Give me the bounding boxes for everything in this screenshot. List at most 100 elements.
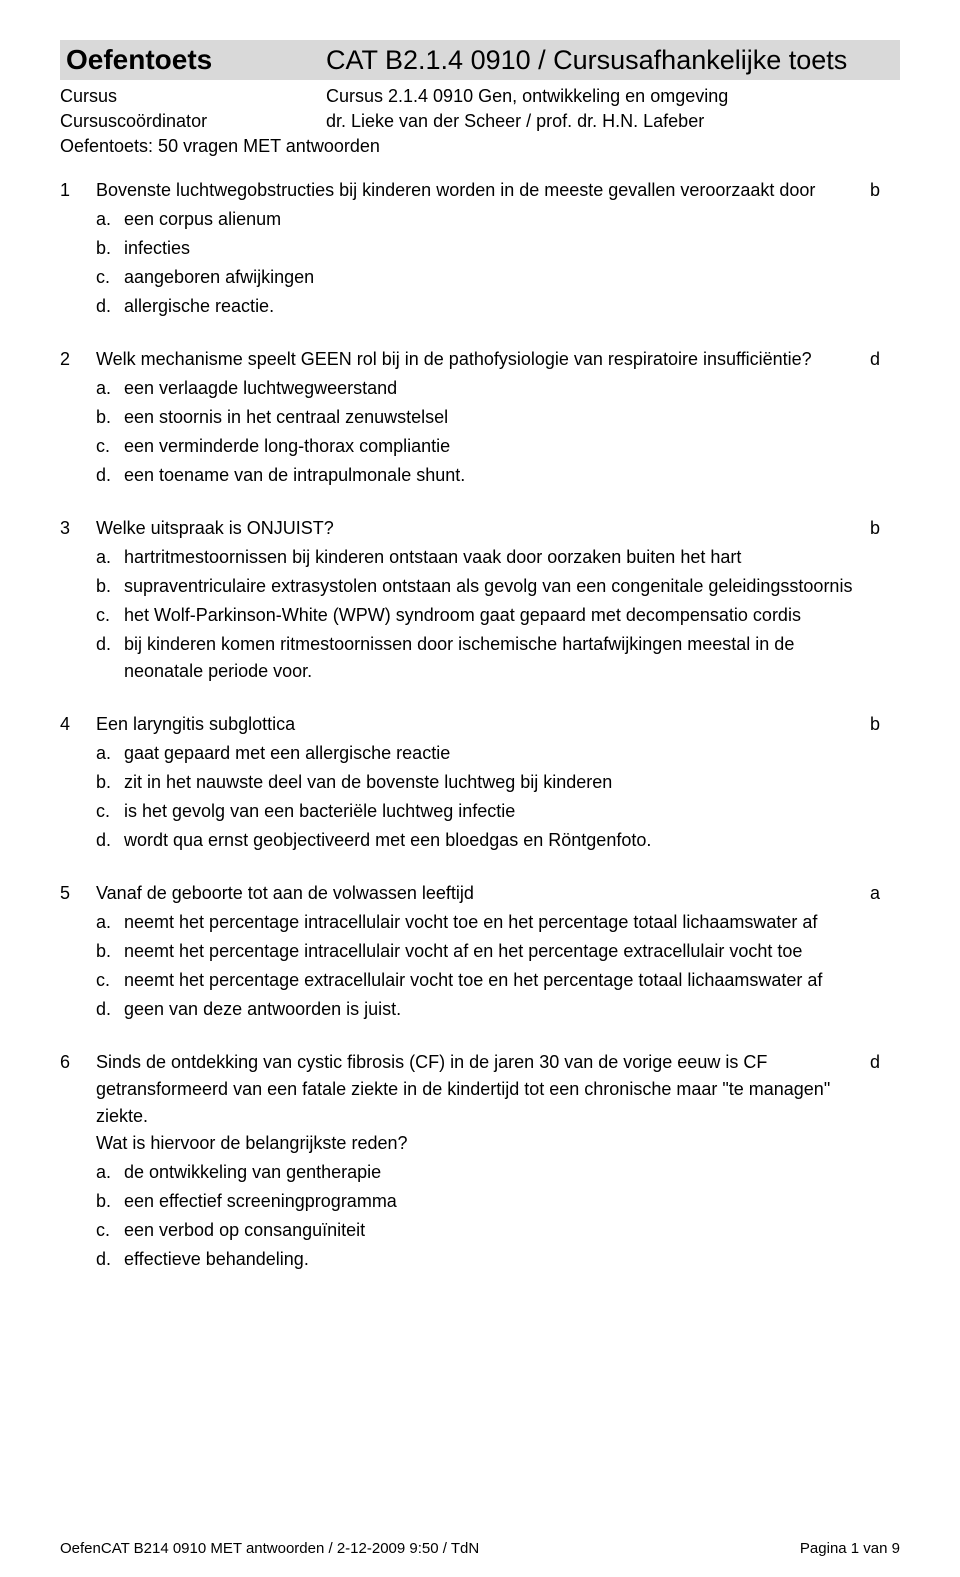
option-text: effectieve behandeling. <box>124 1246 860 1273</box>
option-letter: d. <box>96 293 124 320</box>
option: b.een effectief screeningprogramma <box>96 1188 860 1215</box>
answer-key: d <box>860 1049 900 1273</box>
option-text: gaat gepaard met een allergische reactie <box>124 740 860 767</box>
question-body: Vanaf de geboorte tot aan de volwassen l… <box>96 880 860 1023</box>
option: c.een verminderde long-thorax complianti… <box>96 433 860 460</box>
option-letter: d. <box>96 462 124 489</box>
options: a.een verlaagde luchtwegweerstandb.een s… <box>96 375 860 489</box>
question-body: Bovenste luchtwegobstructies bij kindere… <box>96 177 860 320</box>
option-letter: c. <box>96 798 124 825</box>
question: 3Welke uitspraak is ONJUIST?a.hartritmes… <box>60 515 900 685</box>
option: c.is het gevolg van een bacteriële lucht… <box>96 798 860 825</box>
footer-right: Pagina 1 van 9 <box>800 1540 900 1557</box>
option-letter: d. <box>96 1246 124 1273</box>
page: Oefentoets CAT B2.1.4 0910 / Cursusafhan… <box>0 0 960 1577</box>
question-number: 4 <box>60 711 96 854</box>
option-letter: a. <box>96 740 124 767</box>
option-text: een verbod op consanguïniteit <box>124 1217 860 1244</box>
option-text: neemt het percentage extracellulair voch… <box>124 967 860 994</box>
question-body: Welk mechanisme speelt GEEN rol bij in d… <box>96 346 860 489</box>
question-text: Vanaf de geboorte tot aan de volwassen l… <box>96 880 860 907</box>
question-body: Sinds de ontdekking van cystic fibrosis … <box>96 1049 860 1273</box>
doc-code-title: CAT B2.1.4 0910 / Cursusafhankelijke toe… <box>326 45 847 76</box>
options: a.hartritmestoornissen bij kinderen onts… <box>96 544 860 685</box>
question-text: Welk mechanisme speelt GEEN rol bij in d… <box>96 346 860 373</box>
option-text: hartritmestoornissen bij kinderen ontsta… <box>124 544 860 571</box>
option: a.hartritmestoornissen bij kinderen onts… <box>96 544 860 571</box>
option: b.een stoornis in het centraal zenuwstel… <box>96 404 860 431</box>
title-row: Oefentoets CAT B2.1.4 0910 / Cursusafhan… <box>66 44 894 76</box>
option-letter: a. <box>96 206 124 233</box>
answer-key: d <box>860 346 900 489</box>
option-text: een verlaagde luchtwegweerstand <box>124 375 860 402</box>
options: a.een corpus alienumb.infectiesc.aangebo… <box>96 206 860 320</box>
question-text: Welke uitspraak is ONJUIST? <box>96 515 860 542</box>
option-text: een toename van de intrapulmonale shunt. <box>124 462 860 489</box>
option-text: het Wolf-Parkinson-White (WPW) syndroom … <box>124 602 860 629</box>
option: d.geen van deze antwoorden is juist. <box>96 996 860 1023</box>
question: 4Een laryngitis subglotticaa.gaat gepaar… <box>60 711 900 854</box>
option-letter: b. <box>96 769 124 796</box>
answer-key: b <box>860 177 900 320</box>
options: a.gaat gepaard met een allergische react… <box>96 740 860 854</box>
question-text: Bovenste luchtwegobstructies bij kindere… <box>96 177 860 204</box>
option-letter: b. <box>96 404 124 431</box>
option: b.supraventriculaire extrasystolen ontst… <box>96 573 860 600</box>
option-letter: d. <box>96 631 124 685</box>
option-letter: d. <box>96 827 124 854</box>
meta-label: Cursuscoördinator <box>60 111 326 132</box>
option: a.de ontwikkeling van gentherapie <box>96 1159 860 1186</box>
question: 2Welk mechanisme speelt GEEN rol bij in … <box>60 346 900 489</box>
option: d.effectieve behandeling. <box>96 1246 860 1273</box>
options: a.de ontwikkeling van gentherapieb.een e… <box>96 1159 860 1273</box>
question-number: 2 <box>60 346 96 489</box>
question-number: 3 <box>60 515 96 685</box>
option-text: geen van deze antwoorden is juist. <box>124 996 860 1023</box>
option-text: infecties <box>124 235 860 262</box>
question-body: Een laryngitis subglotticaa.gaat gepaard… <box>96 711 860 854</box>
page-footer: OefenCAT B214 0910 MET antwoorden / 2-12… <box>60 1540 900 1557</box>
question: 6Sinds de ontdekking van cystic fibrosis… <box>60 1049 900 1273</box>
option-letter: c. <box>96 264 124 291</box>
option: a.een corpus alienum <box>96 206 860 233</box>
option-letter: c. <box>96 433 124 460</box>
option: b.infecties <box>96 235 860 262</box>
option: a.gaat gepaard met een allergische react… <box>96 740 860 767</box>
meta-value: Cursus 2.1.4 0910 Gen, ontwikkeling en o… <box>326 86 728 107</box>
option-text: een verminderde long-thorax compliantie <box>124 433 860 460</box>
footer-left: OefenCAT B214 0910 MET antwoorden / 2-12… <box>60 1540 479 1557</box>
question-number: 6 <box>60 1049 96 1273</box>
option-letter: c. <box>96 1217 124 1244</box>
question-text: Een laryngitis subglottica <box>96 711 860 738</box>
option-letter: b. <box>96 573 124 600</box>
options: a.neemt het percentage intracellulair vo… <box>96 909 860 1023</box>
option: a.een verlaagde luchtwegweerstand <box>96 375 860 402</box>
option-letter: d. <box>96 996 124 1023</box>
option-text: zit in het nauwste deel van de bovenste … <box>124 769 860 796</box>
question-text: Sinds de ontdekking van cystic fibrosis … <box>96 1049 860 1157</box>
option: c.het Wolf-Parkinson-White (WPW) syndroo… <box>96 602 860 629</box>
option-letter: c. <box>96 602 124 629</box>
subtitle: Oefentoets: 50 vragen MET antwoorden <box>60 136 900 157</box>
questions-list: 1Bovenste luchtwegobstructies bij kinder… <box>60 177 900 1273</box>
option: b.neemt het percentage intracellulair vo… <box>96 938 860 965</box>
option-text: neemt het percentage intracellulair voch… <box>124 909 860 936</box>
option-letter: b. <box>96 938 124 965</box>
meta-value: dr. Lieke van der Scheer / prof. dr. H.N… <box>326 111 704 132</box>
option: a.neemt het percentage intracellulair vo… <box>96 909 860 936</box>
option-letter: b. <box>96 1188 124 1215</box>
option-letter: a. <box>96 1159 124 1186</box>
option-text: een stoornis in het centraal zenuwstelse… <box>124 404 860 431</box>
option: c.neemt het percentage extracellulair vo… <box>96 967 860 994</box>
option-letter: b. <box>96 235 124 262</box>
option: d.bij kinderen komen ritmestoornissen do… <box>96 631 860 685</box>
option-letter: c. <box>96 967 124 994</box>
question-number: 1 <box>60 177 96 320</box>
option-text: bij kinderen komen ritmestoornissen door… <box>124 631 860 685</box>
option-text: allergische reactie. <box>124 293 860 320</box>
option-text: een corpus alienum <box>124 206 860 233</box>
option: d.een toename van de intrapulmonale shun… <box>96 462 860 489</box>
meta-row-coordinator: Cursuscoördinator dr. Lieke van der Sche… <box>60 111 900 132</box>
question-body: Welke uitspraak is ONJUIST?a.hartritmest… <box>96 515 860 685</box>
option-letter: a. <box>96 544 124 571</box>
